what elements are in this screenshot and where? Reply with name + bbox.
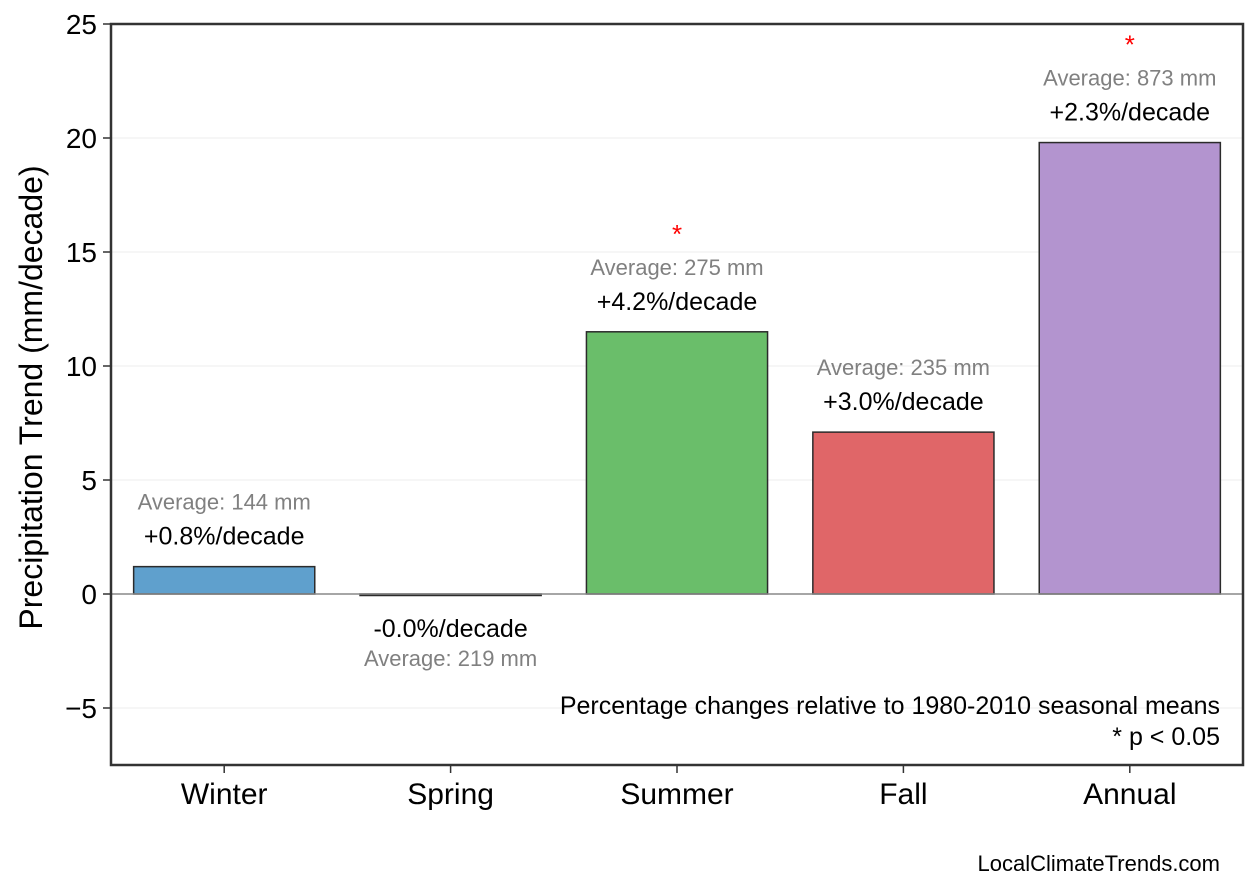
- average-label: Average: 235 mm: [817, 355, 990, 380]
- y-tick-label: −5: [65, 693, 97, 724]
- x-tick-label: Spring: [407, 778, 494, 811]
- x-tick-label: Annual: [1083, 778, 1176, 811]
- x-tick-label: Winter: [181, 778, 268, 811]
- x-tick-label: Fall: [879, 778, 927, 811]
- pct-change-label: -0.0%/decade: [373, 615, 527, 643]
- y-tick-label: 20: [66, 123, 97, 154]
- credit-label: LocalClimateTrends.com: [978, 851, 1221, 876]
- pct-change-label: +3.0%/decade: [823, 388, 984, 416]
- y-tick-label: 10: [66, 351, 97, 382]
- y-tick-label: 25: [66, 9, 97, 40]
- pct-change-label: +0.8%/decade: [144, 523, 305, 551]
- bar-fall: [812, 431, 995, 595]
- y-tick-label: 15: [66, 237, 97, 268]
- bars-layer: [132, 141, 1222, 597]
- pct-change-label: +4.2%/decade: [597, 288, 758, 316]
- y-tick-label: 5: [81, 465, 97, 496]
- y-tick-label: 0: [81, 579, 97, 610]
- significance-marker: *: [672, 219, 682, 249]
- annotation-note: Percentage changes relative to 1980-2010…: [560, 692, 1220, 720]
- bar-annual: [1038, 141, 1222, 595]
- pct-change-label: +2.3%/decade: [1050, 99, 1211, 127]
- bar-winter: [132, 565, 316, 595]
- average-label: Average: 275 mm: [590, 255, 763, 280]
- plot-frame: [109, 22, 1245, 767]
- average-label: Average: 144 mm: [138, 490, 311, 515]
- significance-marker: *: [1125, 30, 1135, 60]
- bar-summer: [585, 331, 769, 595]
- y-axis-label: Precipitation Trend (mm/decade): [13, 165, 49, 629]
- average-label: Average: 873 mm: [1043, 66, 1216, 91]
- average-label: Average: 219 mm: [364, 646, 537, 671]
- y-axis: −5 0 5 10 15 20 25: [65, 9, 111, 724]
- annotation-significance: * p < 0.05: [1112, 723, 1220, 751]
- x-tick-label: Summer: [620, 778, 733, 811]
- x-axis: Winter Spring Summer Fall Annual: [181, 765, 1177, 811]
- bar-labels-layer: +0.8%/decade Average: 144 mm -0.0%/decade A…: [138, 30, 1217, 671]
